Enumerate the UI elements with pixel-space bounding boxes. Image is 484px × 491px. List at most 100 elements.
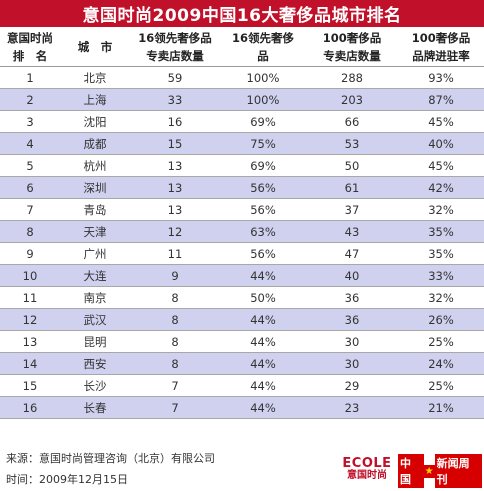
cell-top16-brands: 63% bbox=[220, 220, 306, 243]
cell-rank: 8 bbox=[0, 220, 60, 243]
cell-top16-stores: 13 bbox=[130, 176, 220, 199]
cell-top16-stores: 8 bbox=[130, 330, 220, 353]
cell-top16-stores: 12 bbox=[130, 220, 220, 243]
table-row: 8 天津 12 63% 43 35% bbox=[0, 220, 484, 243]
cell-top16-brands: 100% bbox=[220, 66, 306, 89]
table-body: 1 北京 59 100% 288 93% 2 上海 33 100% 203 87% 3 沈阳 16 69% 66… bbox=[0, 66, 484, 419]
cell-top100-rate: 32% bbox=[398, 198, 484, 221]
header-top16-stores-line2: 专卖店数量 bbox=[146, 49, 204, 63]
header-rank: 意国时尚 排 名 bbox=[0, 28, 60, 67]
cell-city: 杭州 bbox=[60, 154, 130, 177]
cell-city: 长春 bbox=[60, 396, 130, 419]
cell-rank: 11 bbox=[0, 286, 60, 309]
cell-rank: 13 bbox=[0, 330, 60, 353]
cell-rank: 3 bbox=[0, 110, 60, 133]
cell-top16-brands: 44% bbox=[220, 352, 306, 375]
cell-top100-stores: 47 bbox=[306, 242, 398, 265]
cell-top16-stores: 15 bbox=[130, 132, 220, 155]
cell-top16-brands: 44% bbox=[220, 374, 306, 397]
cell-top100-stores: 23 bbox=[306, 396, 398, 419]
cell-city: 武汉 bbox=[60, 308, 130, 331]
header-city: 城 市 bbox=[60, 28, 130, 67]
footer: 来源：意国时尚管理咨询（北京）有限公司 时间：2009年12月15日 ECOLE… bbox=[0, 440, 484, 491]
cell-top100-stores: 61 bbox=[306, 176, 398, 199]
cell-top16-brands: 44% bbox=[220, 330, 306, 353]
cell-top100-rate: 21% bbox=[398, 396, 484, 419]
cell-top100-rate: 35% bbox=[398, 242, 484, 265]
cell-top100-stores: 37 bbox=[306, 198, 398, 221]
header-top100-rate-line1: 100奢侈品 bbox=[411, 31, 471, 45]
table-row: 6 深圳 13 56% 61 42% bbox=[0, 176, 484, 199]
cell-top100-rate: 40% bbox=[398, 132, 484, 155]
cell-top100-stores: 30 bbox=[306, 352, 398, 375]
cell-rank: 10 bbox=[0, 264, 60, 287]
cell-top16-brands: 56% bbox=[220, 176, 306, 199]
cell-top100-rate: 93% bbox=[398, 66, 484, 89]
header-row: 意国时尚 排 名 城 市 16领先奢侈品 专卖店数量 16领先奢侈 品 100奢… bbox=[0, 28, 484, 67]
cell-top100-rate: 45% bbox=[398, 154, 484, 177]
cell-top100-rate: 35% bbox=[398, 220, 484, 243]
cell-top100-stores: 288 bbox=[306, 66, 398, 89]
cell-rank: 12 bbox=[0, 308, 60, 331]
cell-top16-stores: 8 bbox=[130, 286, 220, 309]
header-top100-stores: 100奢侈品 专卖店数量 bbox=[306, 28, 398, 67]
cell-top16-stores: 8 bbox=[130, 352, 220, 375]
cell-top100-rate: 25% bbox=[398, 330, 484, 353]
cell-top100-rate: 45% bbox=[398, 110, 484, 133]
cell-top100-stores: 50 bbox=[306, 154, 398, 177]
table-row: 3 沈阳 16 69% 66 45% bbox=[0, 110, 484, 133]
cell-top100-rate: 32% bbox=[398, 286, 484, 309]
cell-top100-rate: 26% bbox=[398, 308, 484, 331]
cell-city: 上海 bbox=[60, 88, 130, 111]
cell-rank: 7 bbox=[0, 198, 60, 221]
header-top100-stores-line2: 专卖店数量 bbox=[323, 49, 381, 63]
cell-rank: 6 bbox=[0, 176, 60, 199]
ecole-logo: ECOLE 意国时尚 bbox=[338, 457, 396, 487]
cell-top16-brands: 100% bbox=[220, 88, 306, 111]
table-row: 16 长春 7 44% 23 21% bbox=[0, 396, 484, 419]
cell-top100-rate: 87% bbox=[398, 88, 484, 111]
table-title: 意国时尚2009中国16大奢侈品城市排名 bbox=[0, 0, 484, 27]
cell-top16-brands: 69% bbox=[220, 110, 306, 133]
cell-city: 南京 bbox=[60, 286, 130, 309]
header-top100-rate: 100奢侈品 品牌进驻率 bbox=[398, 28, 484, 67]
cell-top100-stores: 36 bbox=[306, 286, 398, 309]
cell-top16-stores: 11 bbox=[130, 242, 220, 265]
table-row: 14 西安 8 44% 30 24% bbox=[0, 352, 484, 375]
header-top16-brands: 16领先奢侈 品 bbox=[220, 28, 306, 67]
header-top16-stores: 16领先奢侈品 专卖店数量 bbox=[130, 28, 220, 67]
cell-city: 成都 bbox=[60, 132, 130, 155]
table-row: 2 上海 33 100% 203 87% bbox=[0, 88, 484, 111]
cell-top16-stores: 9 bbox=[130, 264, 220, 287]
table-row: 9 广州 11 56% 47 35% bbox=[0, 242, 484, 265]
table-row: 13 昆明 8 44% 30 25% bbox=[0, 330, 484, 353]
header-top16-brands-line1: 16领先奢侈 bbox=[231, 31, 294, 45]
cell-top16-brands: 56% bbox=[220, 198, 306, 221]
cell-city: 昆明 bbox=[60, 330, 130, 353]
cell-top16-stores: 7 bbox=[130, 374, 220, 397]
cell-city: 沈阳 bbox=[60, 110, 130, 133]
china-newsweek-logo: 中国 ★ 新闻周刊 bbox=[398, 454, 482, 488]
cell-top16-brands: 44% bbox=[220, 308, 306, 331]
table-row: 12 武汉 8 44% 36 26% bbox=[0, 308, 484, 331]
header-top100-stores-line1: 100奢侈品 bbox=[322, 31, 382, 45]
table-row: 11 南京 8 50% 36 32% bbox=[0, 286, 484, 309]
cell-top100-stores: 66 bbox=[306, 110, 398, 133]
cell-top16-brands: 50% bbox=[220, 286, 306, 309]
cell-top100-stores: 30 bbox=[306, 330, 398, 353]
cell-top100-stores: 36 bbox=[306, 308, 398, 331]
header-top16-stores-line1: 16领先奢侈品 bbox=[138, 31, 212, 45]
header-top16-brands-line2: 品 bbox=[257, 49, 269, 63]
cell-top100-stores: 29 bbox=[306, 374, 398, 397]
cell-city: 北京 bbox=[60, 66, 130, 89]
cell-rank: 4 bbox=[0, 132, 60, 155]
cell-top16-stores: 13 bbox=[130, 198, 220, 221]
header-city-line1: 城 市 bbox=[77, 40, 113, 54]
cell-top16-brands: 44% bbox=[220, 396, 306, 419]
cell-top100-rate: 24% bbox=[398, 352, 484, 375]
cell-top16-stores: 13 bbox=[130, 154, 220, 177]
cell-rank: 14 bbox=[0, 352, 60, 375]
cell-top16-stores: 16 bbox=[130, 110, 220, 133]
ecole-logo-en: ECOLE bbox=[342, 456, 392, 471]
cell-rank: 1 bbox=[0, 66, 60, 89]
